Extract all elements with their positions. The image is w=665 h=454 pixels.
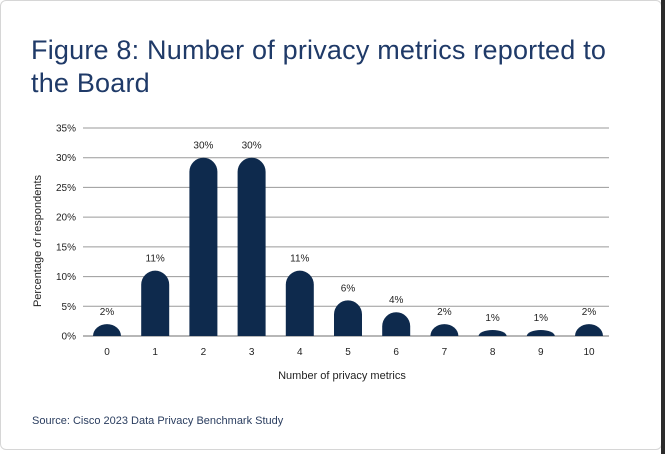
bar [478,330,507,336]
bar-value-label: 11% [146,254,165,265]
y-tick-label: 15% [56,242,76,253]
source-note: Source: Cisco 2023 Data Privacy Benchmar… [32,415,284,427]
bar-value-label: 30% [242,141,262,152]
bar-value-label: 4% [389,295,404,306]
bar-value-label: 2% [100,307,115,318]
y-tick-label: 35% [56,124,76,135]
y-tick-label: 10% [56,272,76,283]
bar-value-label: 1% [534,313,549,324]
bar [334,300,362,336]
bar [93,324,122,336]
x-tick-label: 0 [104,347,110,358]
bar-value-labels: 2% 11% 30% 30% 11% 6% 4% 2% 1% 1% 2% [100,141,597,324]
x-tick-labels: 0 1 2 3 4 5 6 7 8 9 10 [104,347,595,358]
x-tick-label: 9 [538,347,544,358]
bars [93,157,603,336]
y-tick-label: 5% [62,302,77,313]
bar-value-label: 11% [290,254,309,265]
grid-lines [83,127,609,337]
x-tick-label: 3 [249,347,255,358]
y-tick-label: 25% [56,183,76,194]
figure-title: Figure 8: Number of privacy metrics repo… [31,35,607,98]
bar [526,330,555,336]
bar [285,270,314,336]
bar [189,157,218,336]
bar-value-label: 6% [341,283,356,294]
x-tick-label: 8 [490,347,496,358]
x-tick-label: 2 [201,347,207,358]
x-axis-label: Number of privacy metrics [278,370,406,382]
bar [141,270,170,336]
bar [382,312,411,336]
bar [430,324,459,336]
y-tick-label: 0% [62,332,77,343]
y-tick-label: 30% [56,153,76,164]
x-tick-label: 5 [345,347,351,358]
window-edge [661,0,665,454]
bar [237,157,266,336]
bar-value-label: 30% [193,141,213,152]
x-tick-label: 7 [442,347,448,358]
bar-value-label: 2% [437,307,452,318]
y-axis-label: Percentage of respondents [32,174,44,307]
x-tick-label: 4 [297,347,303,358]
bar [575,324,603,336]
bar-value-label: 1% [485,313,500,324]
x-tick-label: 6 [393,347,399,358]
y-tick-label: 20% [56,213,76,224]
bar-value-label: 2% [582,307,597,318]
x-tick-label: 1 [152,347,158,358]
y-tick-labels: 0% 5% 10% 15% 20% 25% 30% 35% [56,124,76,343]
bar-chart: 0%5%10%15%20%25%30%35% 2%11%30% 30%11%6%4… [32,124,609,382]
x-tick-label: 10 [583,347,595,358]
